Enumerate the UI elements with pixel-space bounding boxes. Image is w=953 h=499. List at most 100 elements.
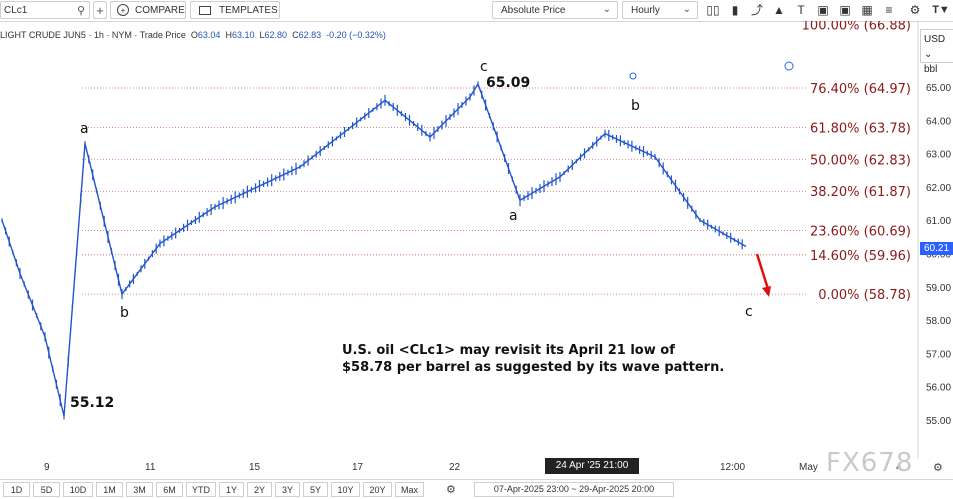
range-button-2y[interactable]: 2Y	[247, 482, 272, 497]
legend-close-label: C	[292, 30, 299, 40]
chevron-down-icon: ⌄	[924, 49, 933, 60]
price-tick-label: 64.00	[926, 116, 951, 127]
fib-retracement[interactable]: 100.00% (66.88) 76.40% (64.97) 61.80% (63.…	[82, 21, 911, 303]
time-label: 12:00	[720, 462, 746, 473]
range-button-3m[interactable]: 3M	[126, 482, 153, 497]
time-label: 9	[44, 462, 50, 473]
wave-label-b2: b	[631, 98, 640, 114]
range-button-ytd[interactable]: YTD	[186, 482, 216, 497]
legend-high: 63.10	[231, 30, 255, 40]
wave-label-a1: a	[80, 121, 89, 137]
currency-select[interactable]: USD ⌄ bbl	[920, 29, 953, 75]
price-mode-value: Absolute Price	[501, 4, 566, 16]
currency-value: USD	[924, 34, 946, 45]
legend-low-label: L	[259, 30, 265, 40]
wave-label-c-top: c	[480, 59, 488, 75]
time-label: May	[799, 462, 818, 473]
price-tick-label: 55.00	[926, 416, 951, 427]
legend-close: 62.83	[298, 30, 322, 40]
symbol-search-input[interactable]: CLc1 ⚲	[0, 1, 90, 19]
settings-icon[interactable]: ⚙	[933, 462, 943, 474]
line-icon[interactable]: ⤴	[750, 3, 763, 17]
candles-icon[interactable]: ▯▯	[706, 3, 720, 17]
legend-title: LIGHT CRUDE JUN5 · 1h · NYM · Trade Pric…	[0, 30, 186, 40]
chart-legend: LIGHT CRUDE JUN5 · 1h · NYM · Trade Pric…	[0, 30, 386, 40]
price-bars	[1, 81, 743, 420]
search-icon: ⚲	[76, 5, 85, 17]
unit-value: bbl	[924, 64, 938, 75]
range-button-10d[interactable]: 10D	[63, 482, 93, 497]
top-toolbar: CLc1 ⚲ + + COMPARE TEMPLATES Absolute Pr…	[0, 0, 953, 22]
shapes-icon[interactable]: ▣	[839, 3, 851, 17]
fib-level-label: 38.20% (61.87)	[810, 185, 911, 200]
range-button-max[interactable]: Max	[395, 482, 424, 497]
wave-label-a2: a	[509, 208, 518, 224]
folder-icon	[199, 5, 211, 15]
plus-circle-icon: +	[117, 4, 129, 16]
watermark: FX678	[826, 448, 914, 478]
range-button-1m[interactable]: 1M	[96, 482, 123, 497]
range-button-20y[interactable]: 20Y	[363, 482, 392, 497]
brand-logo: T▼	[932, 4, 950, 16]
price-chart[interactable]: 100.00% (66.88) 76.40% (64.97) 61.80% (63.…	[0, 21, 953, 458]
compare-button[interactable]: + COMPARE	[110, 1, 186, 19]
range-button-5d[interactable]: 5D	[33, 482, 60, 497]
low-value-label: 55.12	[70, 395, 114, 411]
range-button-10y[interactable]: 10Y	[331, 482, 360, 497]
settings-icon[interactable]: ⚙	[909, 3, 921, 17]
price-tick-label: 65.00	[926, 83, 951, 94]
price-tick-label: 61.00	[926, 216, 951, 227]
price-tick-label: 60.00	[926, 250, 951, 261]
price-axis[interactable]: 65.00 64.00 63.00 62.00 61.00 60.00 59.00 58.00…	[917, 21, 951, 458]
interval-value: Hourly	[631, 4, 660, 16]
interval-select[interactable]: Hourly ⌄	[622, 1, 698, 19]
wave-label-b1: b	[120, 305, 129, 321]
chevron-down-icon: ⌄	[682, 4, 691, 15]
time-axis[interactable]: 9 11 15 17 22 12:00 May 4	[0, 458, 918, 478]
price-tick-label: 59.00	[926, 283, 951, 294]
annotation-line-2: $58.78 per barrel as suggested by its wa…	[342, 360, 725, 375]
event-marker[interactable]	[784, 61, 794, 71]
pattern-icon[interactable]: ▣	[817, 3, 829, 17]
time-label: 22	[449, 462, 461, 473]
time-label: 15	[249, 462, 261, 473]
fib-level-label: 50.00% (62.83)	[810, 153, 911, 168]
settings-icon[interactable]: ⚙	[446, 484, 456, 496]
range-button-6m[interactable]: 6M	[156, 482, 183, 497]
symbol-value: CLc1	[4, 4, 28, 16]
time-label: 17	[352, 462, 364, 473]
range-button-5y[interactable]: 5Y	[303, 482, 328, 497]
current-price-badge: 60.21	[920, 242, 953, 255]
legend-low: 62.80	[264, 30, 288, 40]
fib-level-label: 14.60% (59.96)	[810, 249, 911, 264]
price-series-line	[1, 82, 747, 417]
legend-open-label: O	[190, 30, 198, 40]
price-tick-label: 62.00	[926, 183, 951, 194]
bar-chart-icon[interactable]: ▮	[731, 3, 739, 17]
date-range-field[interactable]: 07-Apr-2025 23:00 ~ 29-Apr-2025 20:00	[474, 482, 674, 497]
annotation-line-1: U.S. oil <CLc1> may revisit its April 21…	[342, 343, 675, 358]
templates-label: TEMPLATES	[219, 4, 278, 16]
measure-icon[interactable]: ▦	[861, 3, 873, 17]
chevron-down-icon: ⌄	[602, 4, 611, 15]
legend-change: -0.20 (−0.32%)	[326, 30, 386, 40]
chart-annotation: U.S. oil <CLc1> may revisit its April 21…	[342, 342, 724, 376]
templates-button[interactable]: TEMPLATES	[190, 1, 280, 19]
add-symbol-button[interactable]: +	[93, 1, 107, 19]
price-tick-label: 57.00	[926, 349, 951, 360]
price-mode-select[interactable]: Absolute Price ⌄	[492, 1, 618, 19]
event-marker[interactable]	[629, 72, 637, 80]
high-value-label: 65.09	[486, 75, 530, 91]
time-label: 11	[145, 462, 156, 473]
compare-label: COMPARE	[135, 4, 185, 16]
plus-icon: +	[96, 2, 104, 18]
range-button-1d[interactable]: 1D	[3, 482, 30, 497]
text-tool-icon[interactable]: T	[797, 3, 805, 17]
fib-icon[interactable]: ≡	[885, 3, 893, 17]
fib-level-label: 76.40% (64.97)	[810, 82, 911, 97]
fib-level-label: 61.80% (63.78)	[810, 122, 911, 137]
crosshair-date-label: 24 Apr '25 21:00	[545, 458, 639, 474]
range-button-3y[interactable]: 3Y	[275, 482, 300, 497]
range-button-1y[interactable]: 1Y	[219, 482, 244, 497]
area-icon[interactable]: ▲	[773, 3, 785, 17]
